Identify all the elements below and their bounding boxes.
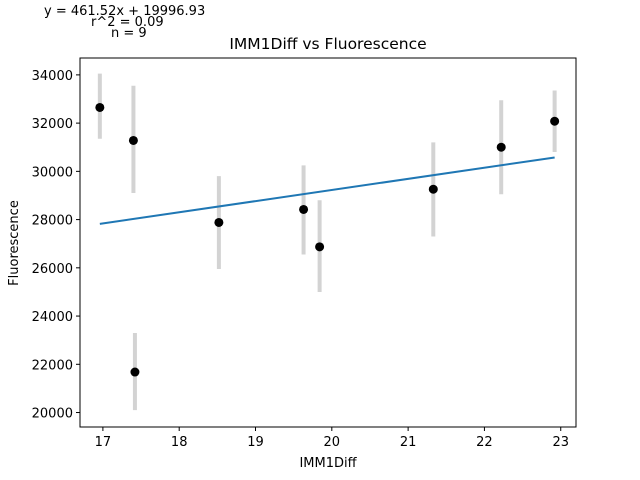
plot-frame bbox=[79, 57, 577, 428]
x-tick-label: 17 bbox=[95, 435, 112, 450]
y-tick-label: 22000 bbox=[32, 358, 73, 373]
x-tick-label: 21 bbox=[400, 435, 417, 450]
y-tick-label: 32000 bbox=[32, 117, 73, 132]
data-point-1 bbox=[95, 102, 105, 112]
data-points bbox=[95, 102, 560, 377]
data-point-6 bbox=[315, 242, 325, 252]
y-tick-label: 30000 bbox=[32, 165, 73, 180]
x-tick-label: 22 bbox=[476, 435, 493, 450]
y-axis-label: Fluorescence bbox=[7, 200, 22, 286]
y-tick-label: 34000 bbox=[32, 69, 73, 84]
fit-equation: y = 461.52x + 19996.93 bbox=[44, 4, 206, 19]
data-point-4 bbox=[214, 217, 224, 227]
y-tick-label: 24000 bbox=[32, 310, 73, 325]
regression-line-group bbox=[99, 156, 555, 225]
x-axis-label: IMM1Diff bbox=[299, 456, 357, 471]
y-axis-ticks: 20000 22000 24000 26000 28000 30000 32000 34000 bbox=[32, 69, 80, 422]
data-point-5 bbox=[299, 204, 309, 214]
x-tick-label: 19 bbox=[247, 435, 264, 450]
chart-title: IMM1Diff vs Fluorescence bbox=[229, 35, 426, 53]
y-tick-label: 28000 bbox=[32, 214, 73, 229]
x-tick-label: 23 bbox=[552, 435, 569, 450]
data-point-2 bbox=[128, 135, 138, 145]
x-tick-label: 20 bbox=[324, 435, 341, 450]
regression-line bbox=[99, 156, 555, 225]
data-point-8 bbox=[496, 142, 506, 152]
x-tick-label: 18 bbox=[171, 435, 188, 450]
sample-count-label: n = 9 bbox=[111, 26, 147, 41]
y-tick-label: 26000 bbox=[32, 262, 73, 277]
data-point-9 bbox=[550, 116, 560, 126]
error-bars bbox=[97, 73, 557, 411]
r-squared-label: r^2 = 0.09 bbox=[91, 15, 164, 30]
data-point-3 bbox=[130, 367, 140, 377]
data-point-7 bbox=[428, 184, 438, 194]
x-axis-ticks: 17 18 19 20 21 22 23 bbox=[95, 427, 569, 450]
y-tick-label: 20000 bbox=[32, 407, 73, 422]
